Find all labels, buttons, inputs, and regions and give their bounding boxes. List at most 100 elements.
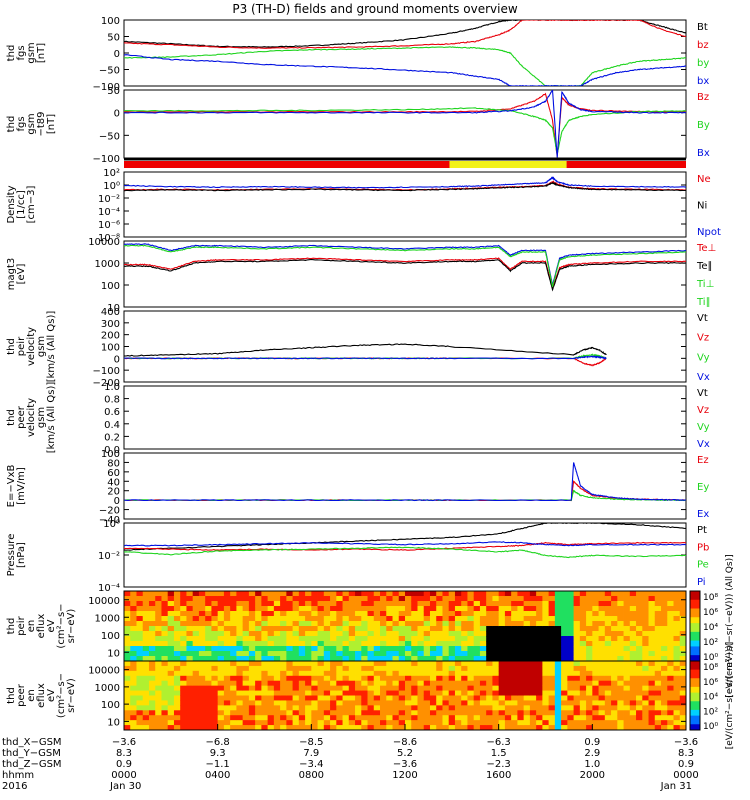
panel-8-series-Pi xyxy=(124,541,686,547)
panel-9-cell xyxy=(517,646,525,652)
panel-10-cell xyxy=(248,700,256,706)
panel-10-cell xyxy=(255,680,262,687)
panel-10-colorbar-tick: 10² xyxy=(703,707,718,717)
panel-9-cell xyxy=(611,596,618,602)
panel-9-cell xyxy=(536,596,543,602)
panel-9-cell xyxy=(554,641,562,647)
panel-9-cell xyxy=(673,616,681,622)
panel-10-cell xyxy=(186,690,194,696)
panel-10-cell xyxy=(211,680,219,687)
panel-9-cell xyxy=(323,596,331,602)
x-axis-value: −2.3 xyxy=(487,759,511,770)
panel-10-cell xyxy=(436,720,443,726)
panel-9-cell xyxy=(367,646,375,652)
panel-10-ylabel-line: sr−eV) xyxy=(66,678,77,713)
panel-10-cell xyxy=(536,715,543,721)
panel-10-cell xyxy=(573,715,581,721)
panel-9-cell xyxy=(248,651,256,657)
panel-10-cell xyxy=(479,715,487,721)
panel-10-cell xyxy=(548,661,556,667)
panel-9-cell xyxy=(523,591,531,597)
panel-10-cell xyxy=(405,690,412,696)
panel-10-cell xyxy=(586,675,593,682)
panel-9-cell xyxy=(567,601,574,607)
panel-9-cell xyxy=(617,626,624,632)
panel-9-cell xyxy=(542,651,550,657)
panel-9-cell xyxy=(398,646,406,652)
panel-9-cell xyxy=(286,611,293,617)
panel-10-cell xyxy=(586,685,593,691)
panel-10-cell xyxy=(348,715,356,721)
panel-10-cell xyxy=(392,695,400,701)
panel-10-cell xyxy=(629,710,637,716)
panel-9-cell xyxy=(536,646,543,652)
panel-9-cell xyxy=(511,646,518,652)
panel-10-cell xyxy=(317,661,325,667)
panel-9-cell xyxy=(161,616,169,622)
panel-10-cell xyxy=(230,680,237,687)
panel-9-cell xyxy=(192,631,200,637)
panel-9-cell xyxy=(592,591,599,597)
panel-9-cell xyxy=(142,631,150,637)
panel-9-cell xyxy=(423,621,431,627)
panel-9-cell xyxy=(617,616,624,622)
panel-6-ylabel-line: thd xyxy=(6,409,17,426)
panel-2-ylabel-line: fgs xyxy=(16,116,27,131)
panel-9-cell xyxy=(142,636,150,642)
panel-10-cell xyxy=(317,690,325,696)
panel-10-cell xyxy=(561,680,568,687)
panel-10-cell xyxy=(529,665,537,672)
panel-10-cell xyxy=(124,700,131,706)
panel-9-cell xyxy=(398,606,406,612)
panel-9-cell xyxy=(242,631,250,637)
panel-9-cell xyxy=(448,621,456,627)
panel-10-cell xyxy=(661,690,668,696)
panel-10-cell xyxy=(142,715,150,721)
panel-1-series-bx xyxy=(124,54,686,86)
panel-10-cell xyxy=(155,695,162,701)
panel-10-cell xyxy=(479,700,487,706)
panel-10-cell xyxy=(330,661,337,667)
panel-10-cell xyxy=(205,690,212,696)
panel-10-cell xyxy=(567,725,574,731)
panel-10-cell xyxy=(136,690,144,696)
panel-9-cell xyxy=(305,631,312,637)
panel-9-cell xyxy=(361,641,368,647)
panel-10-cell xyxy=(417,720,425,726)
panel-10-cell xyxy=(317,720,325,726)
panel-10-cell xyxy=(636,675,643,682)
panel-10-cell xyxy=(236,690,244,696)
panel-10-cell xyxy=(261,680,269,687)
panel-10-cell xyxy=(548,705,556,711)
panel-9-cell xyxy=(486,636,493,642)
panel-10-cell xyxy=(442,710,450,716)
panel-10-cell xyxy=(661,720,668,726)
panel-9-cell xyxy=(223,631,231,637)
panel-9-cell xyxy=(529,641,537,647)
panel-9-cell xyxy=(636,656,643,662)
panel-10-cell xyxy=(317,670,325,677)
panel-9-cell xyxy=(336,611,343,617)
panel-9-cell xyxy=(536,606,543,612)
panel-10-cell xyxy=(673,725,681,731)
panel-9-colorbar-step xyxy=(690,617,700,621)
panel-9-cell xyxy=(467,606,475,612)
panel-10-cell xyxy=(486,710,493,716)
panel-10-cell xyxy=(336,705,343,711)
panel-9-cell xyxy=(654,626,662,632)
panel-10-cell xyxy=(273,665,281,672)
panel-9-cell xyxy=(623,591,631,597)
panel-10-cell xyxy=(611,661,618,667)
panel-9-cell xyxy=(673,631,681,637)
panel-10-cell xyxy=(398,661,406,667)
panel-10-cell xyxy=(461,710,468,716)
panel-10-cell xyxy=(305,665,312,672)
panel-9-cell xyxy=(186,606,194,612)
panel-9-cell xyxy=(136,601,144,607)
panel-9-cell xyxy=(124,646,131,652)
panel-10-cell xyxy=(461,675,468,682)
panel-10-cell xyxy=(173,665,181,672)
panel-9-cell xyxy=(473,591,481,597)
panel-9-cell xyxy=(380,601,387,607)
panel-10-cell xyxy=(311,670,318,677)
